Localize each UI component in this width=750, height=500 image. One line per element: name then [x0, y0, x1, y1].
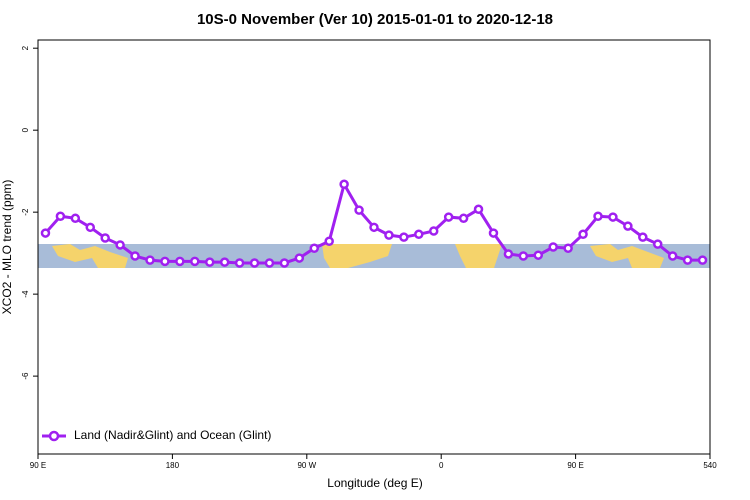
- point: [428, 226, 439, 236]
- point: [458, 213, 469, 224]
- point: [473, 204, 484, 215]
- point: [85, 222, 96, 233]
- chart-title: 10S-0 November (Ver 10) 2015-01-01 to 20…: [197, 11, 553, 28]
- point: [324, 236, 334, 247]
- y-tick-label: -2: [21, 208, 30, 216]
- point: [652, 239, 663, 249]
- point: [130, 251, 140, 261]
- y-tick-label: -6: [21, 372, 30, 380]
- y-tick-label: -4: [21, 290, 30, 298]
- point: [190, 256, 200, 267]
- point: [533, 250, 544, 260]
- point: [160, 256, 170, 267]
- y-tick-label: 0: [21, 127, 30, 132]
- point: [608, 212, 618, 222]
- point: [578, 229, 588, 240]
- y-axis-label: XCO2 - MLO trend (ppm): [0, 180, 14, 315]
- point: [175, 256, 185, 267]
- point: [249, 258, 260, 268]
- point: [638, 232, 648, 242]
- x-tick-label: 90 W: [297, 461, 316, 470]
- plot-frame: [37, 39, 711, 455]
- point: [518, 251, 529, 261]
- point: [369, 222, 379, 233]
- x-tick-label: 0: [439, 461, 444, 470]
- point: [623, 221, 633, 231]
- point: [100, 233, 110, 243]
- point: [488, 228, 499, 238]
- point: [384, 230, 394, 240]
- y-tick-label: 2: [21, 45, 30, 50]
- point: [279, 258, 290, 268]
- x-tick-label: 540: [703, 461, 717, 470]
- point: [563, 243, 573, 253]
- point: [443, 212, 454, 222]
- legend-marker: [48, 430, 60, 442]
- point: [667, 251, 678, 261]
- point: [70, 213, 81, 224]
- point: [234, 258, 245, 268]
- point: [339, 179, 349, 190]
- point: [204, 257, 215, 267]
- x-tick-label: 90 E: [567, 461, 583, 470]
- point: [264, 258, 275, 268]
- point: [354, 205, 364, 215]
- point: [309, 243, 320, 253]
- legend-label: Land (Nadir&Glint) and Ocean (Glint): [74, 428, 271, 442]
- x-tick-label: 90 E: [30, 461, 46, 470]
- point: [414, 229, 424, 240]
- point: [115, 240, 125, 250]
- point: [697, 255, 708, 265]
- point: [40, 228, 51, 238]
- point: [593, 211, 603, 222]
- point: [294, 253, 305, 263]
- x-tick-label: 180: [166, 461, 180, 470]
- point: [145, 255, 155, 265]
- point: [219, 257, 230, 267]
- point: [55, 211, 66, 222]
- point: [682, 255, 693, 265]
- point: [503, 249, 514, 259]
- x-axis-label: Longitude (deg E): [327, 476, 422, 490]
- point: [399, 232, 409, 242]
- point: [548, 242, 558, 252]
